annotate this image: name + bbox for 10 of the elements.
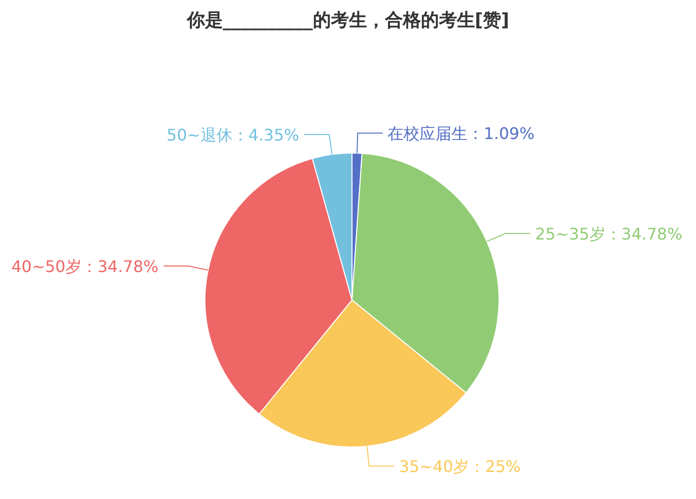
slice-label: 50~退休：4.35% [166,126,300,145]
pie-slice [204,158,352,415]
pie-slice [312,152,352,300]
slice-label: 在校应届生：1.09% [388,124,535,144]
pie-slice [258,300,467,448]
slice-label: 35~40岁：25% [399,457,521,476]
slice-label: 40~50岁：34.78% [11,257,158,276]
chart-title: 你是__________的考生，合格的考生[赞] [186,10,510,31]
slice-label: 25~35岁：34.78% [535,224,682,244]
pie-slice [352,152,500,394]
